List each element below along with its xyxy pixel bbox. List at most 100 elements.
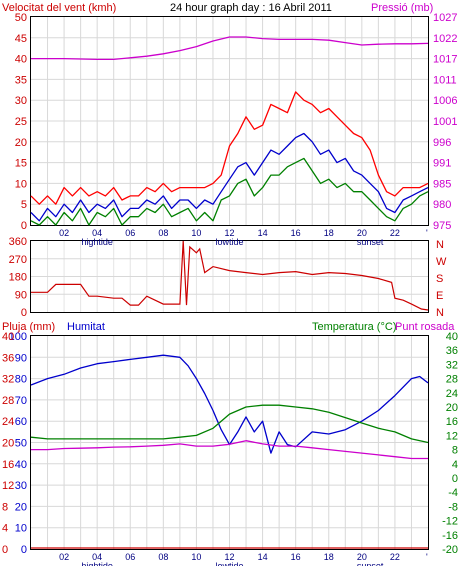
x-tick-label: 06 xyxy=(125,228,135,238)
x-tick-label: 02 xyxy=(59,228,69,238)
wind-speed-tick: 35 xyxy=(15,74,27,86)
rain-tick: 16 xyxy=(2,459,14,471)
x-tick-label: 02 xyxy=(59,552,69,562)
x-tick-label: 04 xyxy=(92,552,102,562)
x-tick-label: 20 xyxy=(357,228,367,238)
humidity-tick: 0 xyxy=(21,544,27,556)
pressure-tick: 996 xyxy=(433,137,451,149)
humidity-tick: 100 xyxy=(9,331,27,343)
temperature-tick: 32 xyxy=(446,359,458,371)
temperature-tick: 4 xyxy=(452,459,458,471)
x-tick-label: 14 xyxy=(258,552,268,562)
pressure-tick: 1017 xyxy=(433,54,457,66)
wind-speed-tick: 10 xyxy=(15,178,27,190)
temperature-tick: 20 xyxy=(446,402,458,414)
series-Temperatura xyxy=(30,404,429,444)
rain-tick: 36 xyxy=(2,352,14,364)
direction-tick: 180 xyxy=(9,272,27,284)
wind-speed-tick: 30 xyxy=(15,95,27,107)
x-tick-label: 12 xyxy=(224,552,234,562)
compass-tick: W xyxy=(436,256,447,268)
temperature-tick: 36 xyxy=(446,345,458,357)
x-tick-label: 16 xyxy=(291,228,301,238)
pressure-tick: 1011 xyxy=(433,74,457,86)
direction-tick: 0 xyxy=(21,307,27,319)
wind-speed-tick: 0 xyxy=(21,220,27,232)
x-tick-label: 10 xyxy=(191,228,201,238)
direction-tick: 270 xyxy=(9,254,27,266)
compass-tick: E xyxy=(436,290,443,302)
series-Humitat xyxy=(30,354,429,454)
direction-panel-frame xyxy=(30,240,429,313)
x-tick-label: 18 xyxy=(324,552,334,562)
x-tick-label: 16 xyxy=(291,552,301,562)
wind-speed-tick: 25 xyxy=(15,116,27,128)
chart-title: 24 hour graph day : 16 Abril 2011 xyxy=(170,2,332,14)
humidity-label: Humitat xyxy=(67,321,105,333)
series-direction xyxy=(31,240,429,311)
x-tick-label: 04 xyxy=(92,228,102,238)
compass-tick: S xyxy=(436,273,443,285)
humidity-tick: 20 xyxy=(15,501,27,513)
rain-label: Pluja (mm) xyxy=(2,321,55,333)
rain-tick: 4 xyxy=(2,523,8,535)
pressure-tick: 985 xyxy=(433,178,451,190)
series-pressure xyxy=(31,36,429,61)
compass-tick: N xyxy=(436,307,444,319)
rain-tick: 28 xyxy=(2,395,14,407)
x-tick-label: 06 xyxy=(125,552,135,562)
x-tick-label: 18 xyxy=(324,228,334,238)
humidity-tick: 90 xyxy=(15,352,27,364)
direction-tick: 360 xyxy=(9,236,27,248)
temperature-tick: -8 xyxy=(448,501,458,513)
pressure-tick: 1001 xyxy=(433,116,457,128)
x-tick-label: 14 xyxy=(258,228,268,238)
rain-tick: 20 xyxy=(2,438,14,450)
pressure-tick: 1022 xyxy=(433,33,457,45)
pressure-tick: 991 xyxy=(433,158,451,170)
temperature-label: Temperatura (°C) xyxy=(312,321,396,333)
rain-tick: 12 xyxy=(2,480,14,492)
rain-tick: 0 xyxy=(2,544,8,556)
x-tick-label: 12 xyxy=(224,228,234,238)
wind-speed-tick: 5 xyxy=(21,199,27,211)
temperature-tick: -20 xyxy=(442,544,458,556)
wind-speed-tick: 45 xyxy=(15,33,27,45)
temperature-tick: 0 xyxy=(452,473,458,485)
x-annotation-sunset: sunset xyxy=(357,237,384,247)
humidity-tick: 10 xyxy=(15,523,27,535)
pressure-tick: 1006 xyxy=(433,95,457,107)
wind-speed-tick: 40 xyxy=(15,54,27,66)
x-tick-label: 22 xyxy=(390,228,400,238)
x-tick-label: 20 xyxy=(357,552,367,562)
x-annotation-hightide: hightide xyxy=(81,561,113,566)
humidity-tick: 80 xyxy=(15,374,27,386)
x-annotation-lowtide: lowtide xyxy=(215,561,243,566)
x-tick-label: 08 xyxy=(158,552,168,562)
series-Punt rosada xyxy=(31,440,428,460)
humidity-tick: 50 xyxy=(15,438,27,450)
series-minimum xyxy=(30,157,429,226)
wind-speed-tick: 20 xyxy=(15,137,27,149)
compass-tick: N xyxy=(436,239,444,251)
rain-tick: 32 xyxy=(2,374,14,386)
x-tick-label: 10 xyxy=(191,552,201,562)
series-gust xyxy=(30,91,429,205)
wind-speed-tick: 50 xyxy=(15,12,27,24)
temperature-tick: 28 xyxy=(446,374,458,386)
x-annotation-lowtide: lowtide xyxy=(215,237,243,247)
direction-tick: 90 xyxy=(15,289,27,301)
rain-panel-frame xyxy=(30,335,429,550)
temperature-tick: 12 xyxy=(446,430,458,442)
temperature-tick: 8 xyxy=(452,445,458,457)
temperature-tick: -12 xyxy=(442,516,458,528)
dewpoint-label: Punt rosada xyxy=(395,321,455,333)
humidity-tick: 70 xyxy=(15,395,27,407)
humidity-tick: 30 xyxy=(15,480,27,492)
wind-speed-label: Velocitat del vent (kmh) xyxy=(2,2,116,14)
x-tick-label: 08 xyxy=(158,228,168,238)
humidity-tick: 40 xyxy=(15,459,27,471)
temperature-tick: -16 xyxy=(442,530,458,542)
